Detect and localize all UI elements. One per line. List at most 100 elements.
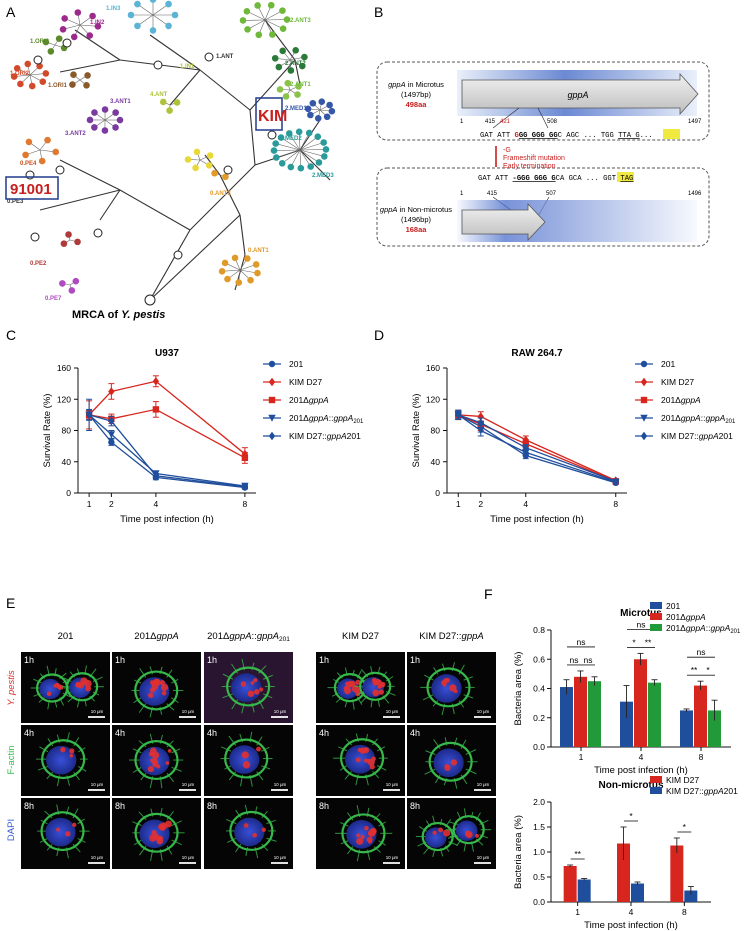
tree-reference-node xyxy=(25,170,35,180)
time-label: 1h xyxy=(115,655,125,665)
clade-label: 3.ANT1 xyxy=(110,99,131,105)
f-actin-spike xyxy=(166,740,174,748)
panel-label-A: A xyxy=(6,4,16,20)
tree-reference-node xyxy=(62,38,72,48)
y-tick-label: 0.0 xyxy=(533,897,545,907)
y-tick-label: 0.5 xyxy=(533,872,545,882)
tree-leaf-node xyxy=(134,22,141,30)
tree-leaf-node xyxy=(244,255,251,262)
tree-leaf-node xyxy=(59,25,67,33)
bar xyxy=(563,866,577,902)
x-tick-label: 4 xyxy=(629,907,634,917)
tree-leaf-node xyxy=(68,287,76,294)
series-line xyxy=(88,414,245,489)
tree-leaf-node xyxy=(173,99,181,106)
f-actin-spike xyxy=(46,771,54,780)
microtus-aa: 498aa xyxy=(406,100,428,109)
legend-swatch xyxy=(650,624,662,631)
legend-label-part: KIM D27:: xyxy=(666,786,704,796)
bar xyxy=(634,659,647,747)
bacterium xyxy=(443,678,449,684)
f-actin-spike xyxy=(39,746,49,753)
bacterium xyxy=(475,833,480,838)
tree-leaf-node xyxy=(315,159,323,166)
f-actin-ring xyxy=(428,741,473,782)
tree-leaf-node xyxy=(13,64,21,72)
legend-marker xyxy=(268,377,276,387)
tree-leaf-node xyxy=(284,79,292,87)
significance-label: ns xyxy=(584,655,593,665)
bacterium xyxy=(242,760,251,769)
tree-leaf-branch xyxy=(299,136,318,151)
channel-label: DAPI xyxy=(6,819,17,841)
nonmicrotus-sequence: GAT ATT -GGG GGG GCA GCA ... GGT TAG xyxy=(478,175,633,183)
f-actin-spike xyxy=(373,813,381,821)
bacterium xyxy=(165,761,170,765)
mutation-termination: Early termination xyxy=(503,163,556,170)
scale-bar-label: 10 μm xyxy=(386,782,399,787)
tree-leaf-node xyxy=(254,2,261,9)
nucleus xyxy=(433,748,464,778)
bacterium xyxy=(355,757,361,763)
clade-label: 2.ANT3 xyxy=(290,18,311,24)
significance-label: ** xyxy=(645,637,652,647)
tree-highlights: KIM 91001 MRCA of Y. pestis xyxy=(5,97,287,321)
f-actin-ring xyxy=(66,672,99,702)
nonmicrotus-pos-end: 1496 xyxy=(688,191,702,197)
f-actin-spike xyxy=(261,843,269,852)
tree-leaf-node xyxy=(166,107,173,114)
bar xyxy=(588,681,601,747)
f-actin-ring xyxy=(229,810,274,851)
bacterium xyxy=(366,836,373,843)
data-point xyxy=(477,412,484,421)
f-actin-spike xyxy=(220,746,232,752)
kim-box xyxy=(255,97,283,131)
tree-leaf-node xyxy=(218,268,226,275)
legend-label-part: gppA xyxy=(710,623,730,633)
legend-label: 201ΔgppA xyxy=(289,395,329,405)
column-header: 201ΔgppA::gppA201 xyxy=(207,631,290,643)
tree-leaf-node xyxy=(276,86,284,93)
f-actin-spike xyxy=(258,699,264,710)
tree-branch xyxy=(199,69,251,111)
f-actin-spike xyxy=(256,736,263,746)
tree-leaf-node xyxy=(70,33,78,41)
tree-branch xyxy=(189,164,256,231)
significance-label: * xyxy=(706,665,710,675)
y-tick-label: 40 xyxy=(431,457,441,467)
nucleus xyxy=(39,678,61,700)
nonmicrotus-gene-arrow xyxy=(461,202,546,242)
f-actin-spike xyxy=(448,841,458,846)
bacterium xyxy=(450,759,458,766)
panel-label-C: C xyxy=(6,327,16,343)
legend-marker xyxy=(640,377,648,387)
tree-leaf-node xyxy=(307,111,314,119)
y-tick-label: 120 xyxy=(426,394,440,404)
bacterium xyxy=(160,683,169,692)
tree-leaf-node xyxy=(94,22,102,30)
f-actin-ring xyxy=(134,670,179,711)
tree-leaf-node xyxy=(127,11,135,19)
time-label: 8h xyxy=(115,801,125,811)
bacterium xyxy=(85,685,92,692)
tree-leaf-node xyxy=(277,134,285,141)
tree-leaf-node xyxy=(279,7,286,14)
x-axis-label: Time post infection (h) xyxy=(584,920,678,931)
legend-marker xyxy=(268,414,276,422)
scale-bar-label: 10 μm xyxy=(182,782,195,787)
f-actin-spike xyxy=(44,810,53,819)
column-header-part: gppA xyxy=(157,631,179,642)
tree-leaf-node xyxy=(17,80,24,88)
bacterium xyxy=(442,682,447,687)
tree-branch xyxy=(39,189,121,211)
nucleus xyxy=(234,817,265,847)
x-axis-label: Time post infection (h) xyxy=(120,514,214,525)
tree-branch xyxy=(249,59,296,111)
tree-leaf-node xyxy=(271,54,279,62)
f-actin-spike xyxy=(422,694,434,701)
tree-leaf-node xyxy=(273,154,280,161)
tree-leaf-node xyxy=(270,147,278,154)
legend-label: 201ΔgppA xyxy=(666,612,706,622)
f-actin-spike xyxy=(33,692,42,697)
